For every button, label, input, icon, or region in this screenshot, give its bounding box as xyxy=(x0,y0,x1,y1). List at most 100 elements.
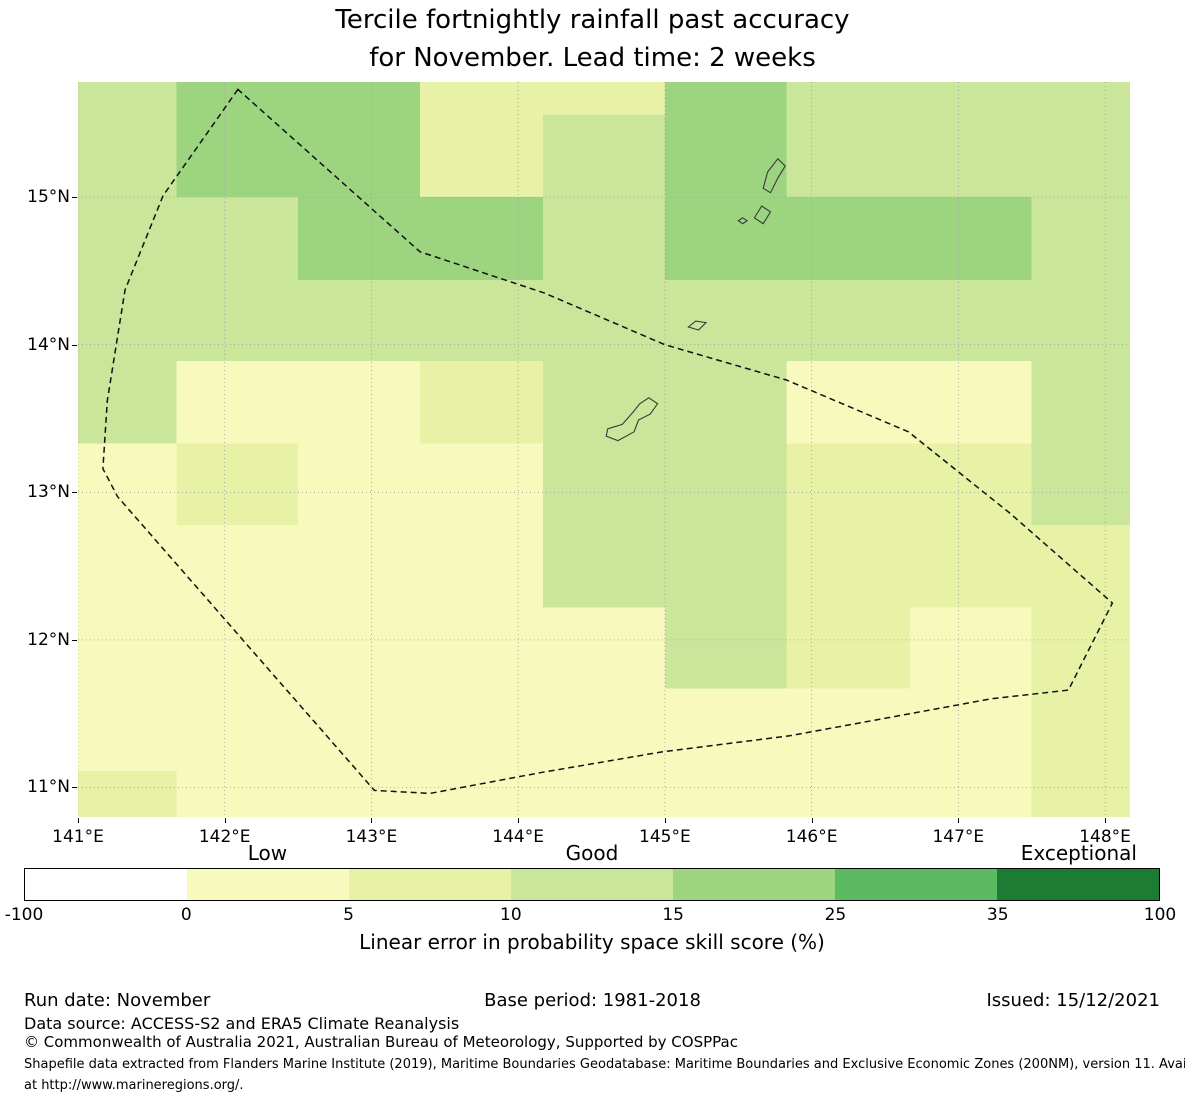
shapefile-note-line1: Shapefile data extracted from Flanders M… xyxy=(24,1057,1185,1072)
grid-cell xyxy=(176,82,299,115)
run-date: Run date: November xyxy=(24,990,211,1011)
x-tick-mark xyxy=(958,818,960,823)
colorbar-axis-label: Linear error in probability space skill … xyxy=(359,930,825,954)
grid-cell xyxy=(1031,114,1130,198)
grid-cell xyxy=(664,607,787,689)
grid-cell xyxy=(786,688,910,772)
map-plot xyxy=(78,82,1130,817)
colorbar-tick-label: 5 xyxy=(343,905,354,925)
grid-cell xyxy=(786,607,910,689)
x-tick-mark xyxy=(371,818,373,823)
grid-cell xyxy=(543,524,665,608)
grid-cell xyxy=(419,82,544,115)
x-tick-label: 143°E xyxy=(345,827,398,847)
grid-cell xyxy=(909,771,1032,817)
grid-cell xyxy=(786,82,910,115)
grid-cell xyxy=(1031,82,1130,115)
grid-cell xyxy=(664,688,787,772)
grid-cell xyxy=(419,607,544,689)
grid-cell xyxy=(543,279,665,361)
x-tick-mark xyxy=(1105,818,1107,823)
grid-cell xyxy=(909,82,1032,115)
grid-cell xyxy=(176,279,299,361)
colorbar-qualitative-label: Good xyxy=(565,841,619,865)
grid-cell xyxy=(298,607,420,689)
colorbar-tick-label: -100 xyxy=(4,905,44,925)
grid-cell xyxy=(298,443,420,525)
colorbar-qualitative-label: Low xyxy=(247,841,288,865)
colorbar-segment xyxy=(349,869,511,900)
grid-cell xyxy=(909,443,1032,525)
grid-cell xyxy=(176,197,299,280)
grid-cell xyxy=(664,114,787,198)
chart-title-line2: for November. Lead time: 2 weeks xyxy=(369,42,816,73)
grid-cell xyxy=(419,443,544,525)
x-tick-label: 144°E xyxy=(492,827,544,847)
grid-cell xyxy=(298,279,420,361)
grid-cell xyxy=(664,279,787,361)
grid-cell xyxy=(176,114,299,198)
grid-cell xyxy=(543,688,665,772)
colorbar-segment xyxy=(25,869,187,900)
grid-cell xyxy=(1031,197,1130,280)
grid-cell xyxy=(78,607,177,689)
grid-cell xyxy=(664,443,787,525)
shapefile-note: Shapefile data extracted from Flanders M… xyxy=(24,1055,1185,1095)
grid-cell xyxy=(909,360,1032,444)
x-tick-mark xyxy=(811,818,813,823)
x-tick-label: 148°E xyxy=(1079,827,1131,847)
grid-cell xyxy=(1031,771,1130,817)
grid-cell xyxy=(909,114,1032,198)
data-source: Data source: ACCESS-S2 and ERA5 Climate … xyxy=(24,1014,460,1033)
grid-cell xyxy=(664,524,787,608)
grid-cell xyxy=(419,360,544,444)
y-tick-mark xyxy=(72,344,77,346)
grid-cell xyxy=(419,524,544,608)
island-outline xyxy=(687,320,708,331)
grid-cell xyxy=(909,197,1032,280)
grid-cell xyxy=(543,607,665,689)
grid-cell xyxy=(664,82,787,115)
issued-date: Issued: 15/12/2021 xyxy=(986,990,1160,1011)
grid-cell xyxy=(78,360,177,444)
grid-cell xyxy=(786,279,910,361)
grid-cell xyxy=(298,114,420,198)
grid-cell xyxy=(78,197,177,280)
grid-cell xyxy=(78,771,177,817)
grid-cell xyxy=(419,771,544,817)
colorbar xyxy=(24,868,1160,901)
grid-cell xyxy=(1031,279,1130,361)
island-outline xyxy=(737,217,749,225)
shapefile-note-line2: at http://www.marineregions.org/. xyxy=(24,1077,244,1093)
x-tick-mark xyxy=(78,818,79,823)
y-tick-mark xyxy=(72,492,77,494)
grid-cell xyxy=(176,443,299,525)
grid-cell xyxy=(298,360,420,444)
footer-row: Run date: November Base period: 1981-201… xyxy=(0,990,1185,1014)
grid-cell xyxy=(1031,524,1130,608)
colorbar-tick-label: 0 xyxy=(180,905,192,925)
colorbar-segment xyxy=(997,869,1159,900)
grid-cell xyxy=(786,197,910,280)
grid-cell xyxy=(298,82,420,115)
grid-cell xyxy=(176,607,299,689)
copyright: © Commonwealth of Australia 2021, Austra… xyxy=(24,1033,738,1051)
grid-cell xyxy=(909,688,1032,772)
y-tick-label: 14°N xyxy=(27,334,70,355)
colorbar-tick-label: 25 xyxy=(824,905,847,925)
grid-cell xyxy=(298,771,420,817)
colorbar-tick-label: 15 xyxy=(662,905,684,925)
colorbar-segment xyxy=(511,869,673,900)
grid-cell xyxy=(78,688,177,772)
grid-cell xyxy=(298,524,420,608)
grid-cell xyxy=(298,197,420,280)
x-tick-label: 142°E xyxy=(198,827,251,847)
y-tick-mark xyxy=(72,787,77,789)
colorbar-qualitative-label: Exceptional xyxy=(1020,841,1137,865)
grid-cell xyxy=(543,197,665,280)
grid-cell xyxy=(78,82,177,115)
colorbar-segment xyxy=(673,869,835,900)
grid-cell xyxy=(786,524,910,608)
base-period: Base period: 1981-2018 xyxy=(484,990,701,1011)
island-outline xyxy=(605,397,659,442)
